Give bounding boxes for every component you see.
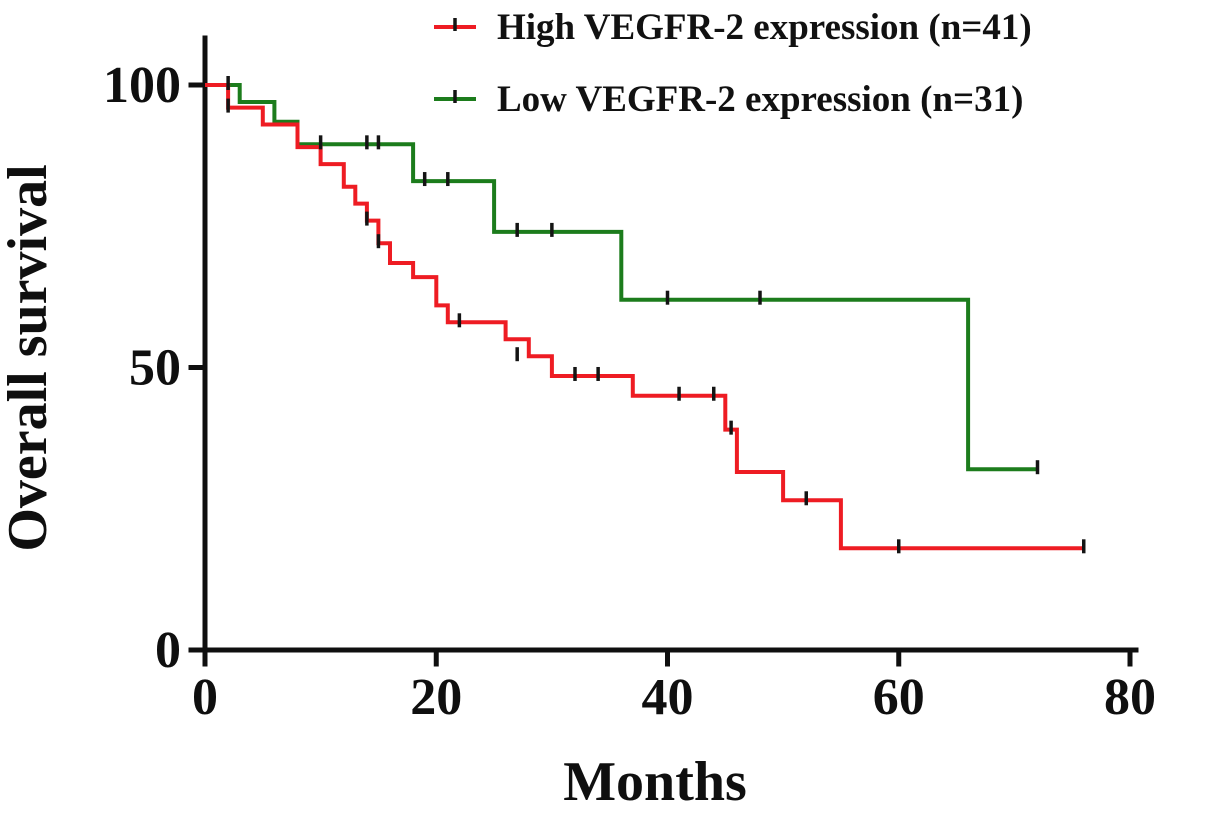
censor-marks [226, 76, 1086, 554]
y-axis-label: Overall survival [0, 164, 59, 551]
axis-ticks: 0 50 100 0 20 40 60 80 [103, 57, 1156, 726]
high-vegfr2-curve [205, 83, 1084, 551]
axes [202, 35, 1139, 653]
legend-label-high-vegfr2: High VEGFR-2 expression (n=41) [497, 7, 1032, 48]
legend: High VEGFR-2 expression (n=41) Low VEGFR… [434, 7, 1032, 120]
x-tick-label: 0 [192, 669, 218, 726]
y-tick-label: 50 [129, 340, 181, 397]
x-tick-label: 80 [1104, 669, 1156, 726]
x-tick-label: 60 [873, 669, 925, 726]
x-tick-label: 20 [410, 669, 462, 726]
legend-label-low-vegfr2: Low VEGFR-2 expression (n=31) [497, 79, 1023, 120]
x-tick-label: 40 [642, 669, 694, 726]
y-tick-label: 100 [103, 57, 181, 114]
y-tick-label: 0 [155, 622, 181, 679]
x-axis-label: Months [563, 751, 747, 813]
low-vegfr2-curve [205, 83, 1038, 472]
axis-spine [202, 35, 1139, 653]
survival-curves [205, 83, 1084, 551]
